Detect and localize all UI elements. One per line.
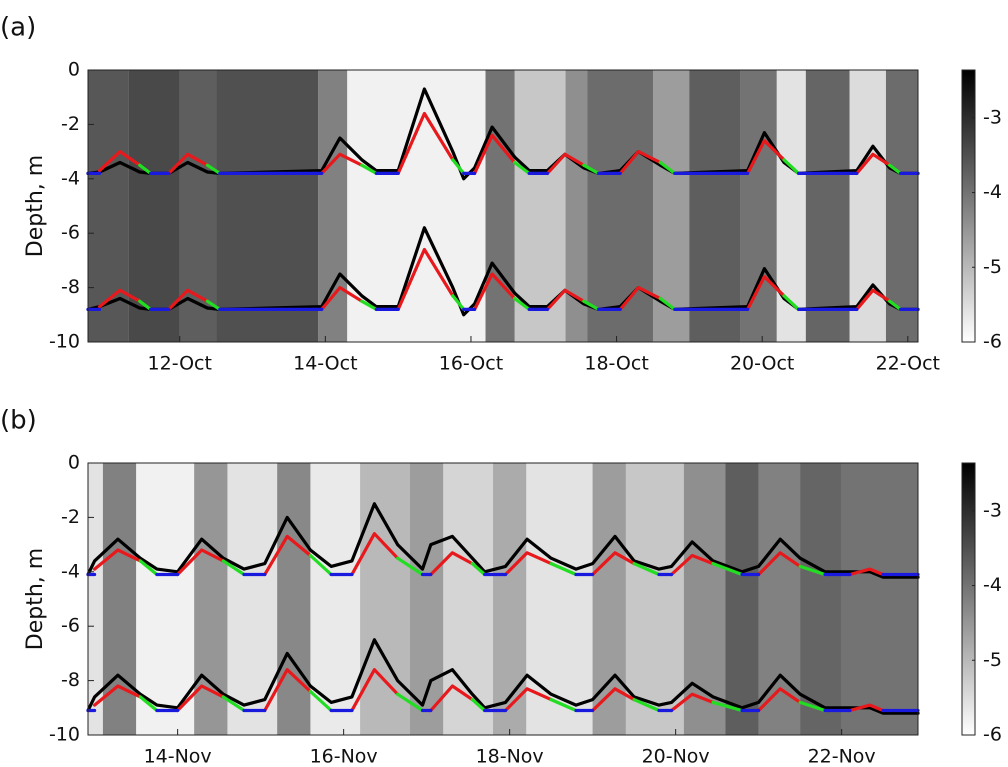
panel-label: (a) — [0, 13, 36, 43]
data-line — [86, 502, 920, 579]
data-line — [86, 638, 920, 715]
y-tick-label: -8 — [61, 669, 80, 691]
field-band — [485, 70, 515, 342]
field-band — [800, 463, 842, 735]
x-tick-label: 16-Oct — [439, 353, 503, 375]
colorbar-tick-label: -4 — [983, 574, 1002, 596]
field-band — [128, 70, 180, 342]
field-band — [277, 463, 311, 735]
x-tick-label: 16-Nov — [310, 746, 378, 767]
field-band — [565, 70, 588, 342]
y-tick-label: 0 — [68, 452, 80, 474]
plot-frame — [87, 462, 919, 736]
field-band — [587, 70, 653, 342]
colorbar — [961, 69, 976, 343]
x-tick-label: 20-Nov — [642, 746, 710, 767]
colorbar-tick-label: -6 — [983, 331, 1002, 353]
plot-frame — [87, 69, 919, 343]
field-band — [849, 70, 886, 342]
field-band — [526, 463, 593, 735]
data-line — [138, 158, 903, 175]
data-line — [93, 532, 885, 577]
colorbar-tick-label: -4 — [983, 181, 1002, 203]
data-line — [138, 553, 827, 577]
data-line — [138, 689, 827, 713]
field-band — [885, 70, 918, 342]
x-tick-label: 22-Oct — [876, 353, 940, 375]
y-tick-label: 0 — [68, 59, 80, 81]
y-tick-label: -2 — [61, 113, 80, 135]
colorbar-tick-label: -5 — [983, 649, 1002, 671]
y-tick-label: -4 — [61, 560, 80, 582]
colorbar-tick-label: -3 — [983, 499, 1002, 521]
y-tick-label: -6 — [61, 222, 80, 244]
field-band — [805, 70, 850, 342]
field-band — [88, 70, 129, 342]
field-band — [136, 463, 195, 735]
field-band — [227, 463, 278, 735]
y-tick-label: -4 — [61, 167, 80, 189]
colorbar-tick-label: -5 — [983, 256, 1002, 278]
field-band — [841, 463, 918, 735]
data-line — [93, 668, 885, 713]
y-tick-label: -6 — [61, 615, 80, 637]
x-tick-label: 14-Oct — [293, 353, 357, 375]
y-axis-label: Depth, m — [23, 155, 48, 257]
panel-label: (b) — [0, 406, 37, 436]
field-band — [740, 70, 777, 342]
colorbar-tick-label: -6 — [983, 724, 1002, 746]
x-tick-label: 18-Oct — [584, 353, 648, 375]
field-band — [592, 463, 626, 735]
field-band — [216, 70, 319, 342]
x-tick-label: 12-Oct — [148, 353, 212, 375]
field-band — [318, 70, 348, 342]
data-line — [98, 247, 892, 311]
x-tick-label: 20-Oct — [730, 353, 794, 375]
colorbar-tick-label: -3 — [983, 106, 1002, 128]
field-band — [625, 463, 684, 735]
field-band — [88, 463, 103, 735]
field-band — [493, 463, 527, 735]
y-tick-label: -10 — [49, 724, 80, 746]
field-band — [443, 463, 494, 735]
field-band — [102, 463, 137, 735]
field-band — [725, 463, 759, 735]
field-band — [689, 70, 741, 342]
x-tick-label: 14-Nov — [144, 746, 212, 767]
field-band — [310, 463, 361, 735]
x-tick-label: 22-Nov — [808, 746, 876, 767]
data-line — [138, 294, 903, 311]
y-tick-label: -2 — [61, 506, 80, 528]
y-axis-label: Depth, m — [23, 548, 48, 650]
data-line — [98, 111, 892, 175]
x-tick-label: 18-Nov — [476, 746, 544, 767]
colorbar — [961, 462, 976, 736]
y-tick-label: -8 — [61, 276, 80, 298]
field-band — [360, 463, 411, 735]
y-tick-label: -10 — [49, 331, 80, 353]
